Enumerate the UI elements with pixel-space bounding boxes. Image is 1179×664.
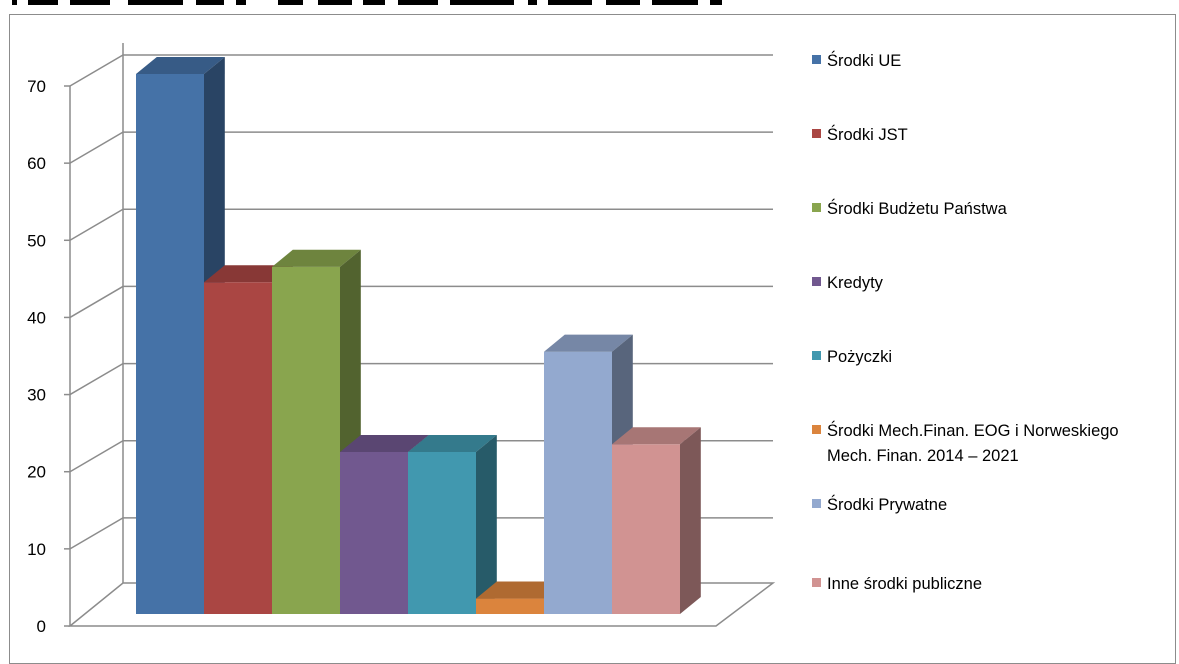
legend: Środki UE Środki JST Środki Budżetu Państw… xyxy=(812,51,1119,593)
bar-front xyxy=(476,598,544,614)
legend-item: Środki UE xyxy=(812,51,901,70)
bar-front xyxy=(340,452,408,614)
legend-swatch xyxy=(812,425,821,434)
bar-top xyxy=(612,427,701,445)
cropped-title-strip xyxy=(0,0,1179,18)
legend-item: Inne środki publiczne xyxy=(812,575,982,593)
bars xyxy=(136,56,701,615)
bar-front xyxy=(612,444,680,614)
legend-swatch xyxy=(812,277,821,286)
bar-top xyxy=(408,434,497,452)
y-tick-label: 40 xyxy=(27,308,46,327)
legend-item: Środki JST xyxy=(812,125,908,144)
bar-top xyxy=(204,265,293,283)
bar-side xyxy=(476,434,497,614)
y-tick-label: 70 xyxy=(27,77,46,96)
y-tick-label: 10 xyxy=(27,540,46,559)
bar-front xyxy=(272,266,340,614)
bar-front xyxy=(204,282,272,614)
y-tick-label: 60 xyxy=(27,154,46,173)
legend-label: Środki Prywatne xyxy=(827,495,947,514)
y-tick-label: 20 xyxy=(27,463,46,482)
gridline xyxy=(69,131,773,164)
y-tick-label: 50 xyxy=(27,231,46,250)
legend-swatch xyxy=(812,129,821,138)
legend-label: Mech. Finan. 2014 – 2021 xyxy=(827,447,1019,465)
legend-item: Środki Budżetu Państwa xyxy=(812,199,1008,218)
legend-swatch xyxy=(812,55,821,64)
legend-label: Środki Budżetu Państwa xyxy=(827,199,1008,218)
bar xyxy=(408,434,497,614)
legend-swatch xyxy=(812,203,821,212)
bar-top xyxy=(544,334,633,352)
legend-label: Pożyczki xyxy=(827,348,892,366)
legend-swatch xyxy=(812,499,821,508)
bar-front xyxy=(408,452,476,614)
legend-label: Środki UE xyxy=(827,51,901,70)
legend-item: Pożyczki xyxy=(812,348,892,366)
legend-label: Środki JST xyxy=(827,125,908,144)
legend-label: Inne środki publiczne xyxy=(827,575,982,593)
gridline xyxy=(69,208,773,241)
cropped-title-text xyxy=(12,0,722,5)
gridline xyxy=(69,285,773,319)
bar-top xyxy=(272,249,361,267)
y-tick-label: 0 xyxy=(37,617,46,636)
legend-item: Kredyty xyxy=(812,274,884,292)
floor-plane xyxy=(67,582,776,627)
bar-top xyxy=(340,434,429,452)
legend-swatch xyxy=(812,578,821,587)
bar-side xyxy=(680,427,701,614)
y-tick-label: 30 xyxy=(27,386,46,405)
gridline xyxy=(69,54,773,87)
bar-front xyxy=(136,74,204,614)
bar-front xyxy=(544,351,612,614)
y-axis-ticks: 0 10 20 30 40 50 60 70 xyxy=(27,77,70,636)
legend-item: Środki Prywatne xyxy=(812,495,947,514)
bar-top xyxy=(476,581,565,599)
legend-swatch xyxy=(812,351,821,360)
legend-item: Środki Mech.Finan. EOG i Norweskiego Mech… xyxy=(812,421,1119,465)
bar xyxy=(612,427,701,614)
legend-label: Kredyty xyxy=(827,274,884,292)
bar-top xyxy=(136,56,225,74)
legend-label: Środki Mech.Finan. EOG i Norweskiego xyxy=(827,421,1119,440)
